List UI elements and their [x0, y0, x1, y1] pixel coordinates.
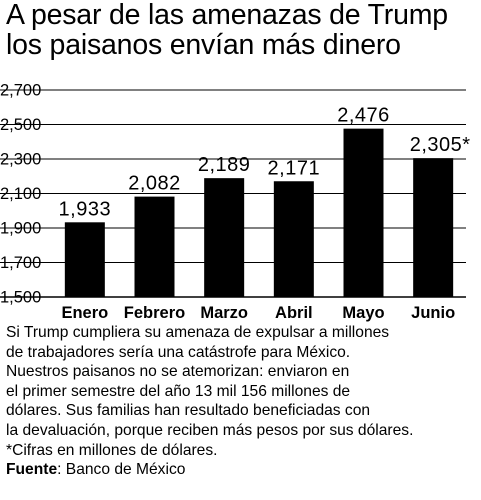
y-tick-label: 1,900: [0, 219, 41, 237]
y-tick-label: 2,300: [0, 150, 41, 168]
y-tick-label: 2,100: [0, 185, 41, 203]
note-line-3: Nuestros paisanos no se atemorizan: envi…: [6, 363, 350, 381]
note-line-1: Si Trump cumpliera su amenaza de expulsa…: [6, 324, 390, 341]
title-line-1: A pesar de las amenazas de Trump: [6, 0, 448, 31]
title-line-2: los paisanos envían más dinero: [6, 29, 401, 61]
data-label: 2,171: [268, 157, 321, 179]
x-tick-label: Marzo: [200, 304, 248, 322]
x-tick-label: Junio: [411, 304, 455, 322]
y-tick-label: 1,700: [0, 254, 41, 272]
bar-junio: [413, 158, 454, 297]
bar-marzo: [204, 178, 245, 297]
data-label: 2,305*: [410, 134, 471, 156]
bar-abril: [273, 181, 314, 297]
note-line-5: dólares. Sus familias han resultado bene…: [6, 402, 371, 420]
note-line-2: de trabajadores sería una catástrofe par…: [6, 343, 351, 361]
x-tick-label: Abril: [275, 304, 313, 322]
note-line-4: el primer semestre del año 13 mil 156 mi…: [6, 382, 351, 400]
data-label: 2,476: [337, 105, 390, 127]
y-axis-ticks: 1,500 1,700 1,900 2,100 2,300 2,500 2,700: [0, 81, 41, 306]
bar-mayo: [343, 128, 384, 297]
bar-chart: 1,500 1,700 1,900 2,100 2,300 2,500 2,700 1,93…: [0, 81, 471, 322]
source-label: Fuente: [6, 461, 58, 479]
data-labels: 1,933 2,082 2,189 2,171 2,476 2,305*: [59, 105, 471, 221]
source-value: : Banco de México: [57, 461, 186, 479]
explanatory-text: Si Trump cumpliera su amenaza de expulsa…: [6, 323, 481, 480]
data-label: 2,189: [198, 154, 251, 176]
x-tick-label: Enero: [61, 304, 108, 322]
y-tick-label: 2,500: [0, 116, 41, 134]
bar-enero: [64, 222, 105, 297]
bars: [64, 128, 454, 297]
data-label: 2,082: [128, 173, 181, 195]
x-axis-labels: Enero Febrero Marzo Abril Mayo Junio: [61, 304, 455, 322]
chart-title: A pesar de las amenazas de Trump los pai…: [6, 0, 481, 60]
y-tick-label: 2,700: [0, 81, 41, 99]
x-tick-label: Febrero: [124, 304, 185, 322]
note-line-6: la devaluación, porque reciben más pesos…: [6, 421, 414, 439]
footnote: *Cifras en millones de dólares.: [6, 441, 218, 459]
y-tick-label: 1,500: [0, 288, 41, 306]
bar-febrero: [134, 196, 175, 297]
source-line: Fuente: Banco de México: [6, 460, 481, 480]
data-label: 1,933: [59, 198, 112, 220]
x-tick-label: Mayo: [342, 304, 384, 322]
